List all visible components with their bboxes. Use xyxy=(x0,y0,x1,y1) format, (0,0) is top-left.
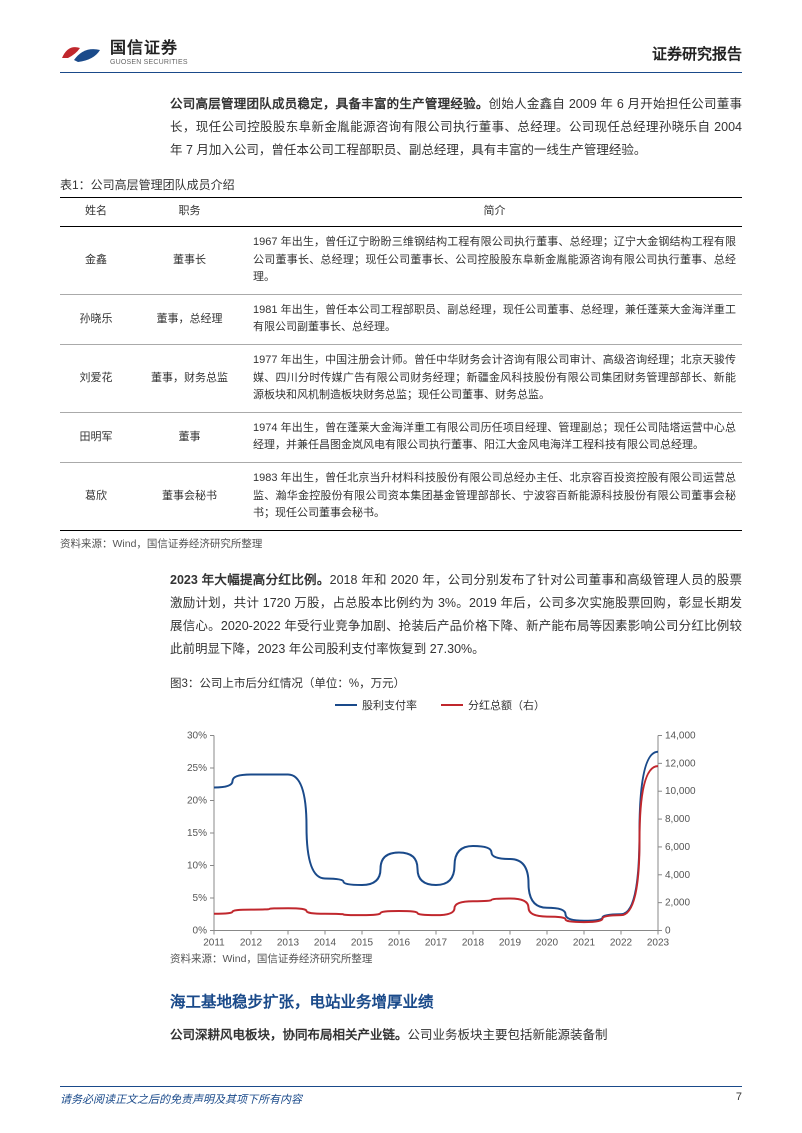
cell-bio: 1967 年出生，曾任辽宁盼盼三维钢结构工程有限公司执行董事、总经理；辽宁大金钢… xyxy=(247,226,742,294)
svg-text:12,000: 12,000 xyxy=(665,759,696,770)
para3-bold: 公司深耕风电板块，协同布局相关产业链。 xyxy=(170,1028,408,1042)
svg-text:2021: 2021 xyxy=(573,938,596,949)
cell-role: 董事 xyxy=(132,412,247,462)
svg-text:2012: 2012 xyxy=(240,938,263,949)
dividend-chart: 股利支付率 分红总额（右） 0% 5% 10% 15% 20% 25% 30% 0 2,000 4… xyxy=(170,697,710,947)
cell-bio: 1974 年出生，曾在蓬莱大金海洋重工有限公司历任项目经理、管理副总；现任公司陆… xyxy=(247,412,742,462)
th-role: 职务 xyxy=(132,198,247,227)
report-type-label: 证券研究报告 xyxy=(652,43,742,64)
svg-text:0%: 0% xyxy=(193,926,208,937)
table-row: 孙晓乐董事，总经理1981 年出生，曾任本公司工程部职员、副总经理，现任公司董事… xyxy=(60,294,742,344)
section-heading-marine: 海工基地稳步扩张，电站业务增厚业绩 xyxy=(170,990,742,1012)
paragraph-wind-industry: 公司深耕风电板块，协同布局相关产业链。公司业务板块主要包括新能源装备制 xyxy=(170,1024,742,1047)
svg-text:2018: 2018 xyxy=(462,938,485,949)
footer-disclaimer: 请务必阅读正文之后的免责声明及其项下所有内容 xyxy=(60,1091,302,1107)
svg-text:8,000: 8,000 xyxy=(665,814,690,825)
para2-bold: 2023 年大幅提高分红比例。 xyxy=(170,573,330,587)
para3-rest: 公司业务板块主要包括新能源装备制 xyxy=(408,1028,608,1042)
svg-text:5%: 5% xyxy=(193,893,208,904)
page-footer: 请务必阅读正文之后的免责声明及其项下所有内容 7 xyxy=(60,1086,742,1107)
logo-block: 国信证券 GUOSEN SECURITIES xyxy=(60,40,188,66)
logo-en-text: GUOSEN SECURITIES xyxy=(110,59,188,66)
paragraph-dividend: 2023 年大幅提高分红比例。2018 年和 2020 年，公司分别发布了针对公… xyxy=(170,569,742,662)
fig3-caption: 图3：公司上市后分红情况（单位：%，万元） xyxy=(170,675,742,691)
guosen-logo-icon xyxy=(60,40,102,66)
svg-text:0: 0 xyxy=(665,926,671,937)
svg-text:15%: 15% xyxy=(187,828,207,839)
cell-name: 金鑫 xyxy=(60,226,132,294)
svg-text:14,000: 14,000 xyxy=(665,731,696,742)
svg-text:2015: 2015 xyxy=(351,938,374,949)
svg-text:4,000: 4,000 xyxy=(665,870,690,881)
cell-role: 董事，财务总监 xyxy=(132,344,247,412)
logo-cn-text: 国信证券 xyxy=(110,41,188,57)
cell-role: 董事会秘书 xyxy=(132,462,247,530)
cell-name: 葛欣 xyxy=(60,462,132,530)
svg-text:2019: 2019 xyxy=(499,938,522,949)
table-row: 金鑫董事长1967 年出生，曾任辽宁盼盼三维钢结构工程有限公司执行董事、总经理；… xyxy=(60,226,742,294)
svg-text:30%: 30% xyxy=(187,731,207,742)
table1-caption: 表1：公司高层管理团队成员介绍 xyxy=(60,176,742,193)
th-bio: 简介 xyxy=(247,198,742,227)
svg-text:2013: 2013 xyxy=(277,938,300,949)
page-number: 7 xyxy=(736,1091,742,1107)
cell-name: 刘爱花 xyxy=(60,344,132,412)
svg-text:2011: 2011 xyxy=(203,938,225,949)
page-header: 国信证券 GUOSEN SECURITIES 证券研究报告 xyxy=(60,40,742,73)
table-row: 刘爱花董事，财务总监1977 年出生，中国注册会计师。曾任中华财务会计咨询有限公… xyxy=(60,344,742,412)
chart-legend: 股利支付率 分红总额（右） xyxy=(170,697,710,713)
cell-role: 董事长 xyxy=(132,226,247,294)
svg-text:20%: 20% xyxy=(187,796,207,807)
table-row: 田明军董事1974 年出生，曾在蓬莱大金海洋重工有限公司历任项目经理、管理副总；… xyxy=(60,412,742,462)
svg-text:6,000: 6,000 xyxy=(665,842,690,853)
svg-text:2014: 2014 xyxy=(314,938,337,949)
svg-text:2016: 2016 xyxy=(388,938,411,949)
cell-bio: 1983 年出生，曾任北京当升材料科技股份有限公司总经办主任、北京容百投资控股有… xyxy=(247,462,742,530)
svg-text:10,000: 10,000 xyxy=(665,786,696,797)
cell-name: 孙晓乐 xyxy=(60,294,132,344)
svg-text:2022: 2022 xyxy=(610,938,633,949)
cell-bio: 1981 年出生，曾任本公司工程部职员、副总经理，现任公司董事、总经理，兼任蓬莱… xyxy=(247,294,742,344)
table1-source: 资料来源：Wind，国信证券经济研究所整理 xyxy=(60,536,742,551)
svg-text:2020: 2020 xyxy=(536,938,559,949)
svg-text:10%: 10% xyxy=(187,861,207,872)
para1-bold: 公司高层管理团队成员稳定，具备丰富的生产管理经验。 xyxy=(170,97,489,111)
svg-text:2023: 2023 xyxy=(647,938,670,949)
cell-bio: 1977 年出生，中国注册会计师。曾任中华财务会计咨询有限公司审计、高级咨询经理… xyxy=(247,344,742,412)
svg-text:2017: 2017 xyxy=(425,938,448,949)
paragraph-mgmt-stability: 公司高层管理团队成员稳定，具备丰富的生产管理经验。创始人金鑫自 2009 年 6… xyxy=(170,93,742,162)
management-team-table: 姓名 职务 简介 金鑫董事长1967 年出生，曾任辽宁盼盼三维钢结构工程有限公司… xyxy=(60,197,742,530)
cell-role: 董事，总经理 xyxy=(132,294,247,344)
legend-series2: 分红总额（右） xyxy=(468,697,545,713)
th-name: 姓名 xyxy=(60,198,132,227)
svg-text:25%: 25% xyxy=(187,763,207,774)
legend-series1: 股利支付率 xyxy=(362,697,417,713)
cell-name: 田明军 xyxy=(60,412,132,462)
svg-text:2,000: 2,000 xyxy=(665,898,690,909)
table-row: 葛欣董事会秘书1983 年出生，曾任北京当升材料科技股份有限公司总经办主任、北京… xyxy=(60,462,742,530)
